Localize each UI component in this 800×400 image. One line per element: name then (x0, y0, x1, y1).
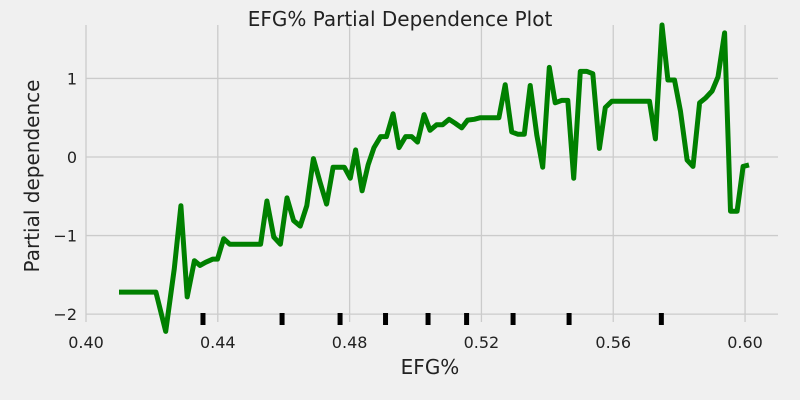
partial-dependence-line (119, 22, 750, 334)
x-tick-label: 0.48 (332, 333, 368, 352)
x-tick-label: 0.40 (68, 333, 104, 352)
series-layer (119, 22, 750, 334)
x-tick-label: 0.44 (200, 333, 236, 352)
decile-rug (200, 313, 664, 325)
x-tick-label: 0.56 (595, 333, 631, 352)
y-tick-label: −1 (53, 227, 77, 246)
x-tick-label: 0.60 (727, 333, 763, 352)
chart-title: EFG% Partial Dependence Plot (248, 7, 553, 31)
x-axis-label: EFG% (401, 355, 460, 379)
x-tick-label: 0.52 (464, 333, 500, 352)
y-axis-label: Partial dependence (20, 80, 44, 273)
y-tick-label: −2 (53, 305, 77, 324)
tick-labels: 0.40 0.44 0.48 0.52 0.56 0.60 −2 −1 0 1 (53, 69, 762, 352)
y-tick-label: 0 (67, 148, 77, 167)
y-tick-label: 1 (67, 69, 77, 88)
